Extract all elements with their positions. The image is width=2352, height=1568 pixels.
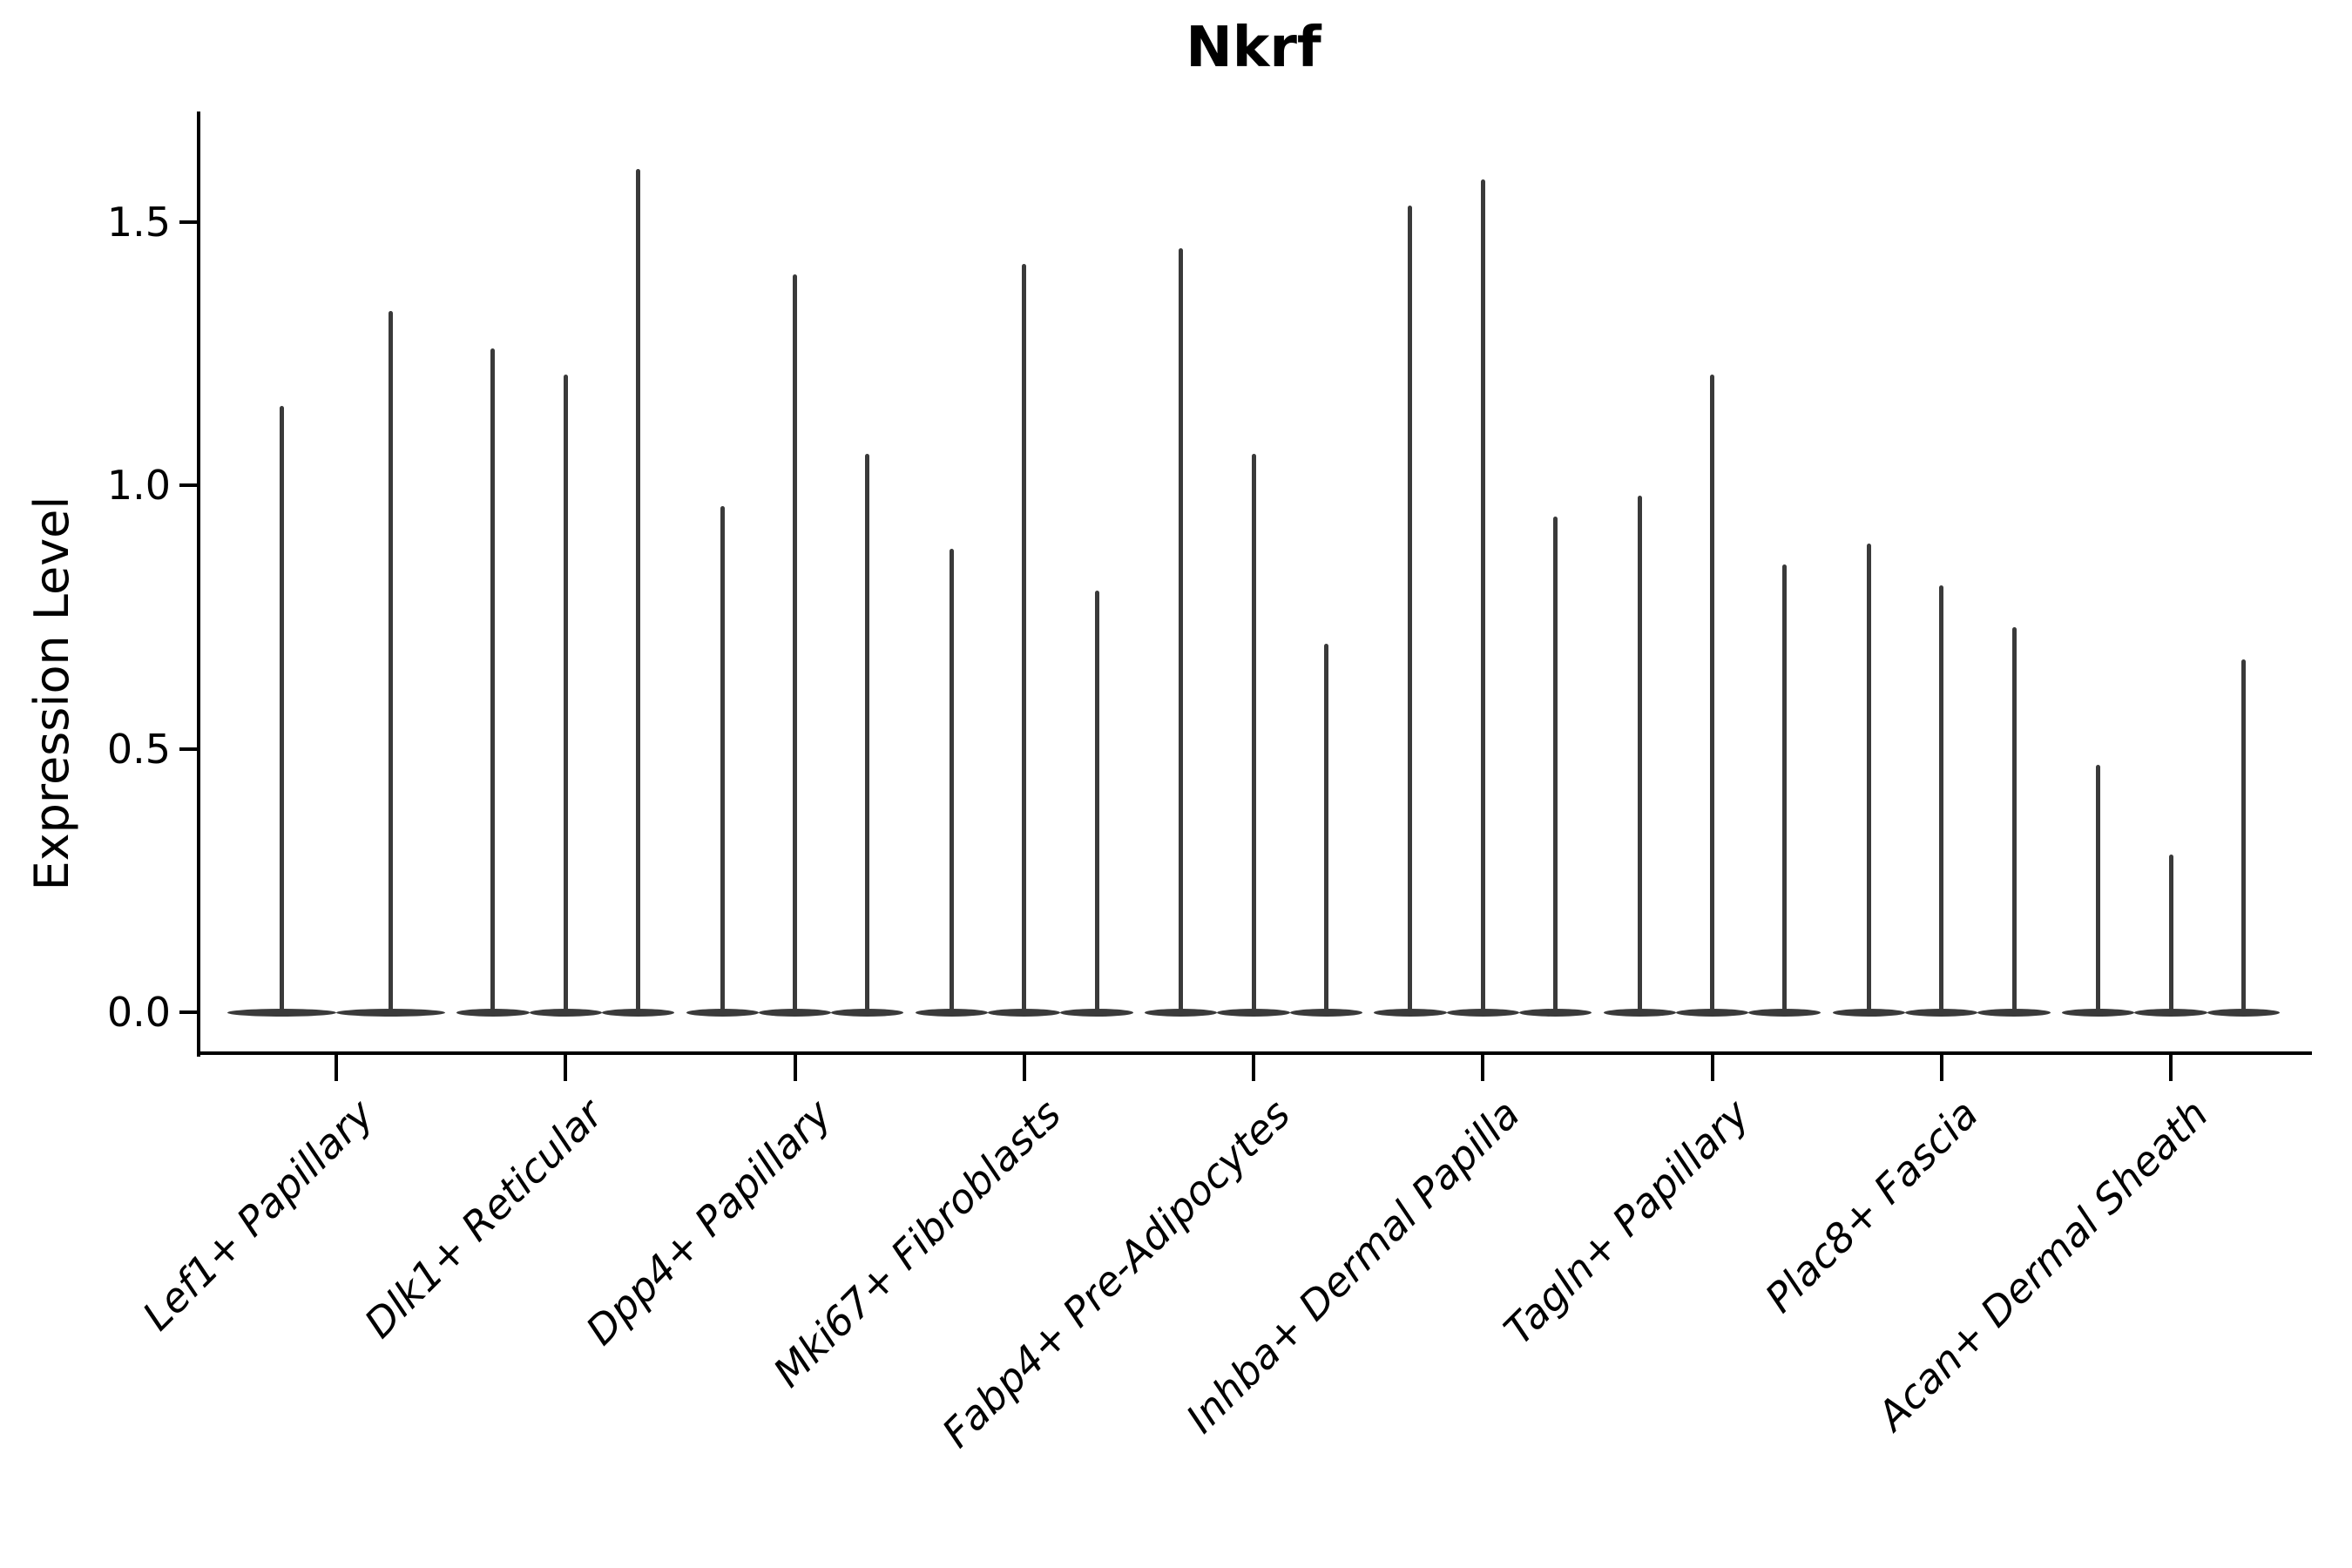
x-tick-mark	[1710, 1055, 1714, 1081]
y-tick-label: 1.0	[106, 462, 171, 509]
x-tick-mark	[2169, 1055, 2173, 1081]
violin	[1179, 247, 1184, 1014]
x-tick-mark	[564, 1055, 568, 1081]
chart-title: Nkrf	[1186, 16, 1321, 80]
violin	[280, 406, 284, 1014]
violin	[2240, 659, 2246, 1014]
violin	[1939, 585, 1944, 1014]
violin	[1710, 374, 1714, 1014]
y-tick-mark	[179, 1010, 197, 1014]
violin	[389, 311, 393, 1014]
x-axis-spine	[197, 1051, 2312, 1055]
x-tick-label: Plac8+ Fascia	[1756, 1090, 1988, 1321]
violin	[949, 548, 954, 1014]
violin	[1637, 496, 1642, 1014]
x-tick-mark	[793, 1055, 797, 1081]
y-tick-label: 0.0	[106, 989, 171, 1036]
violin	[2011, 627, 2017, 1014]
x-tick-mark	[1939, 1055, 1943, 1081]
x-tick-label: Tagln+ Papillary	[1494, 1090, 1759, 1354]
violin	[2168, 854, 2173, 1014]
violin	[490, 348, 496, 1014]
violin	[720, 506, 725, 1014]
x-tick-label: Dpp4+ Papillary	[577, 1090, 841, 1355]
violin	[1094, 591, 1099, 1014]
violin	[1251, 453, 1256, 1014]
violin	[1022, 263, 1027, 1014]
y-tick-label: 0.5	[106, 725, 171, 773]
violin	[1408, 206, 1413, 1014]
violin	[636, 169, 641, 1014]
violin	[793, 274, 797, 1014]
y-tick-mark	[179, 220, 197, 224]
y-axis-spine	[197, 112, 200, 1057]
violin	[1782, 564, 1788, 1014]
violin	[865, 453, 870, 1014]
violin	[1480, 179, 1485, 1014]
x-tick-label: Lef1+ Papillary	[132, 1090, 382, 1340]
violin	[1323, 643, 1328, 1014]
violin	[1866, 543, 1871, 1014]
x-tick-mark	[1252, 1055, 1255, 1081]
violin	[1553, 517, 1558, 1014]
y-tick-mark	[179, 483, 197, 487]
x-tick-mark	[1022, 1055, 1026, 1081]
x-tick-mark	[335, 1055, 338, 1081]
violin	[563, 374, 568, 1014]
y-tick-label: 1.5	[106, 198, 171, 246]
y-tick-mark	[179, 747, 197, 751]
x-tick-mark	[1481, 1055, 1485, 1081]
violin	[2096, 764, 2101, 1014]
x-tick-label: Dlk1+ Reticular	[355, 1090, 612, 1348]
